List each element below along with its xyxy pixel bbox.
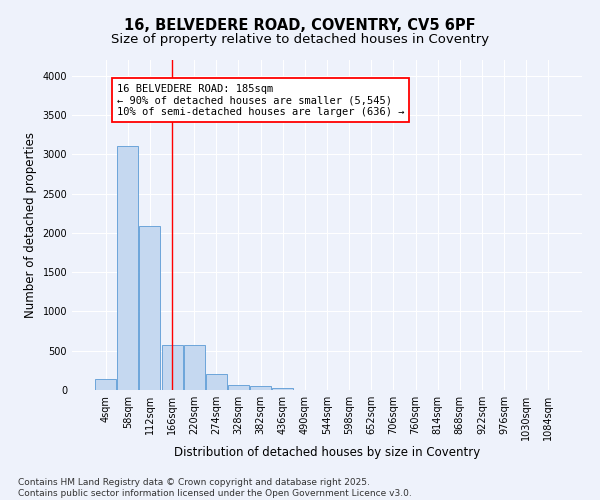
Bar (184, 345, 205, 390)
Text: 16, BELVEDERE ROAD, COVENTRY, CV5 6PF: 16, BELVEDERE ROAD, COVENTRY, CV5 6PF (124, 18, 476, 32)
Bar (272, 388, 293, 390)
Bar (161, 345, 182, 390)
Text: Size of property relative to detached houses in Coventry: Size of property relative to detached ho… (111, 32, 489, 46)
Bar (228, 385, 249, 390)
X-axis label: Distribution of detached houses by size in Coventry: Distribution of detached houses by size … (174, 446, 480, 458)
Bar (250, 386, 271, 390)
Text: 16 BELVEDERE ROAD: 185sqm
← 90% of detached houses are smaller (5,545)
10% of se: 16 BELVEDERE ROAD: 185sqm ← 90% of detac… (117, 84, 404, 117)
Y-axis label: Number of detached properties: Number of detached properties (24, 132, 37, 318)
Bar (206, 374, 227, 390)
Bar (139, 226, 160, 390)
Text: Contains HM Land Registry data © Crown copyright and database right 2025.
Contai: Contains HM Land Registry data © Crown c… (18, 478, 412, 498)
Bar (95, 379, 116, 390)
Bar (118, 146, 139, 390)
